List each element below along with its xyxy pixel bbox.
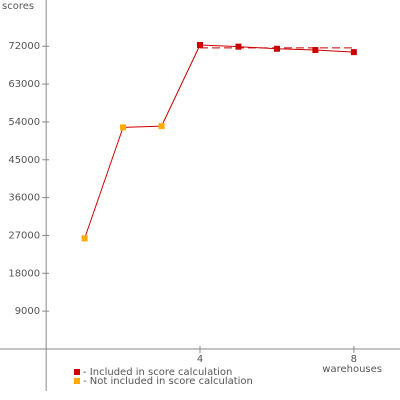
x-tick-label: 4 (197, 354, 203, 365)
line-segment (161, 44, 201, 127)
y-tick-label: 27000 (8, 230, 40, 241)
line-segment (199, 44, 239, 48)
data-point (350, 49, 357, 56)
x-axis-label: warehouses (322, 364, 382, 375)
data-point (158, 123, 165, 130)
y-tick-label: 36000 (8, 193, 40, 204)
data-point (197, 41, 203, 48)
x-tick-label: 8 (351, 354, 357, 365)
y-tick-label: 72000 (8, 41, 40, 52)
legend-label: - Not included in score calculation (83, 376, 253, 387)
line-segment (123, 125, 162, 128)
y-tick-label: 9000 (15, 306, 40, 317)
data-point (312, 47, 319, 54)
y-tick-label: 63000 (8, 79, 40, 90)
y-tick-label: 18000 (8, 268, 40, 279)
line-segment (276, 48, 316, 51)
data-point (273, 45, 280, 52)
data-point (120, 124, 127, 131)
line-segment (315, 49, 354, 53)
legend-swatch (74, 369, 80, 375)
legend-swatch (74, 378, 80, 384)
legend-label: - Included in score calculation (83, 367, 232, 378)
line-segment (238, 46, 277, 50)
y-tick-label: 45000 (8, 155, 40, 166)
y-axis-label: scores (2, 1, 34, 12)
data-point (235, 43, 242, 50)
data-point (81, 235, 88, 242)
line-segment (84, 127, 124, 239)
y-tick-label: 54000 (8, 117, 40, 128)
